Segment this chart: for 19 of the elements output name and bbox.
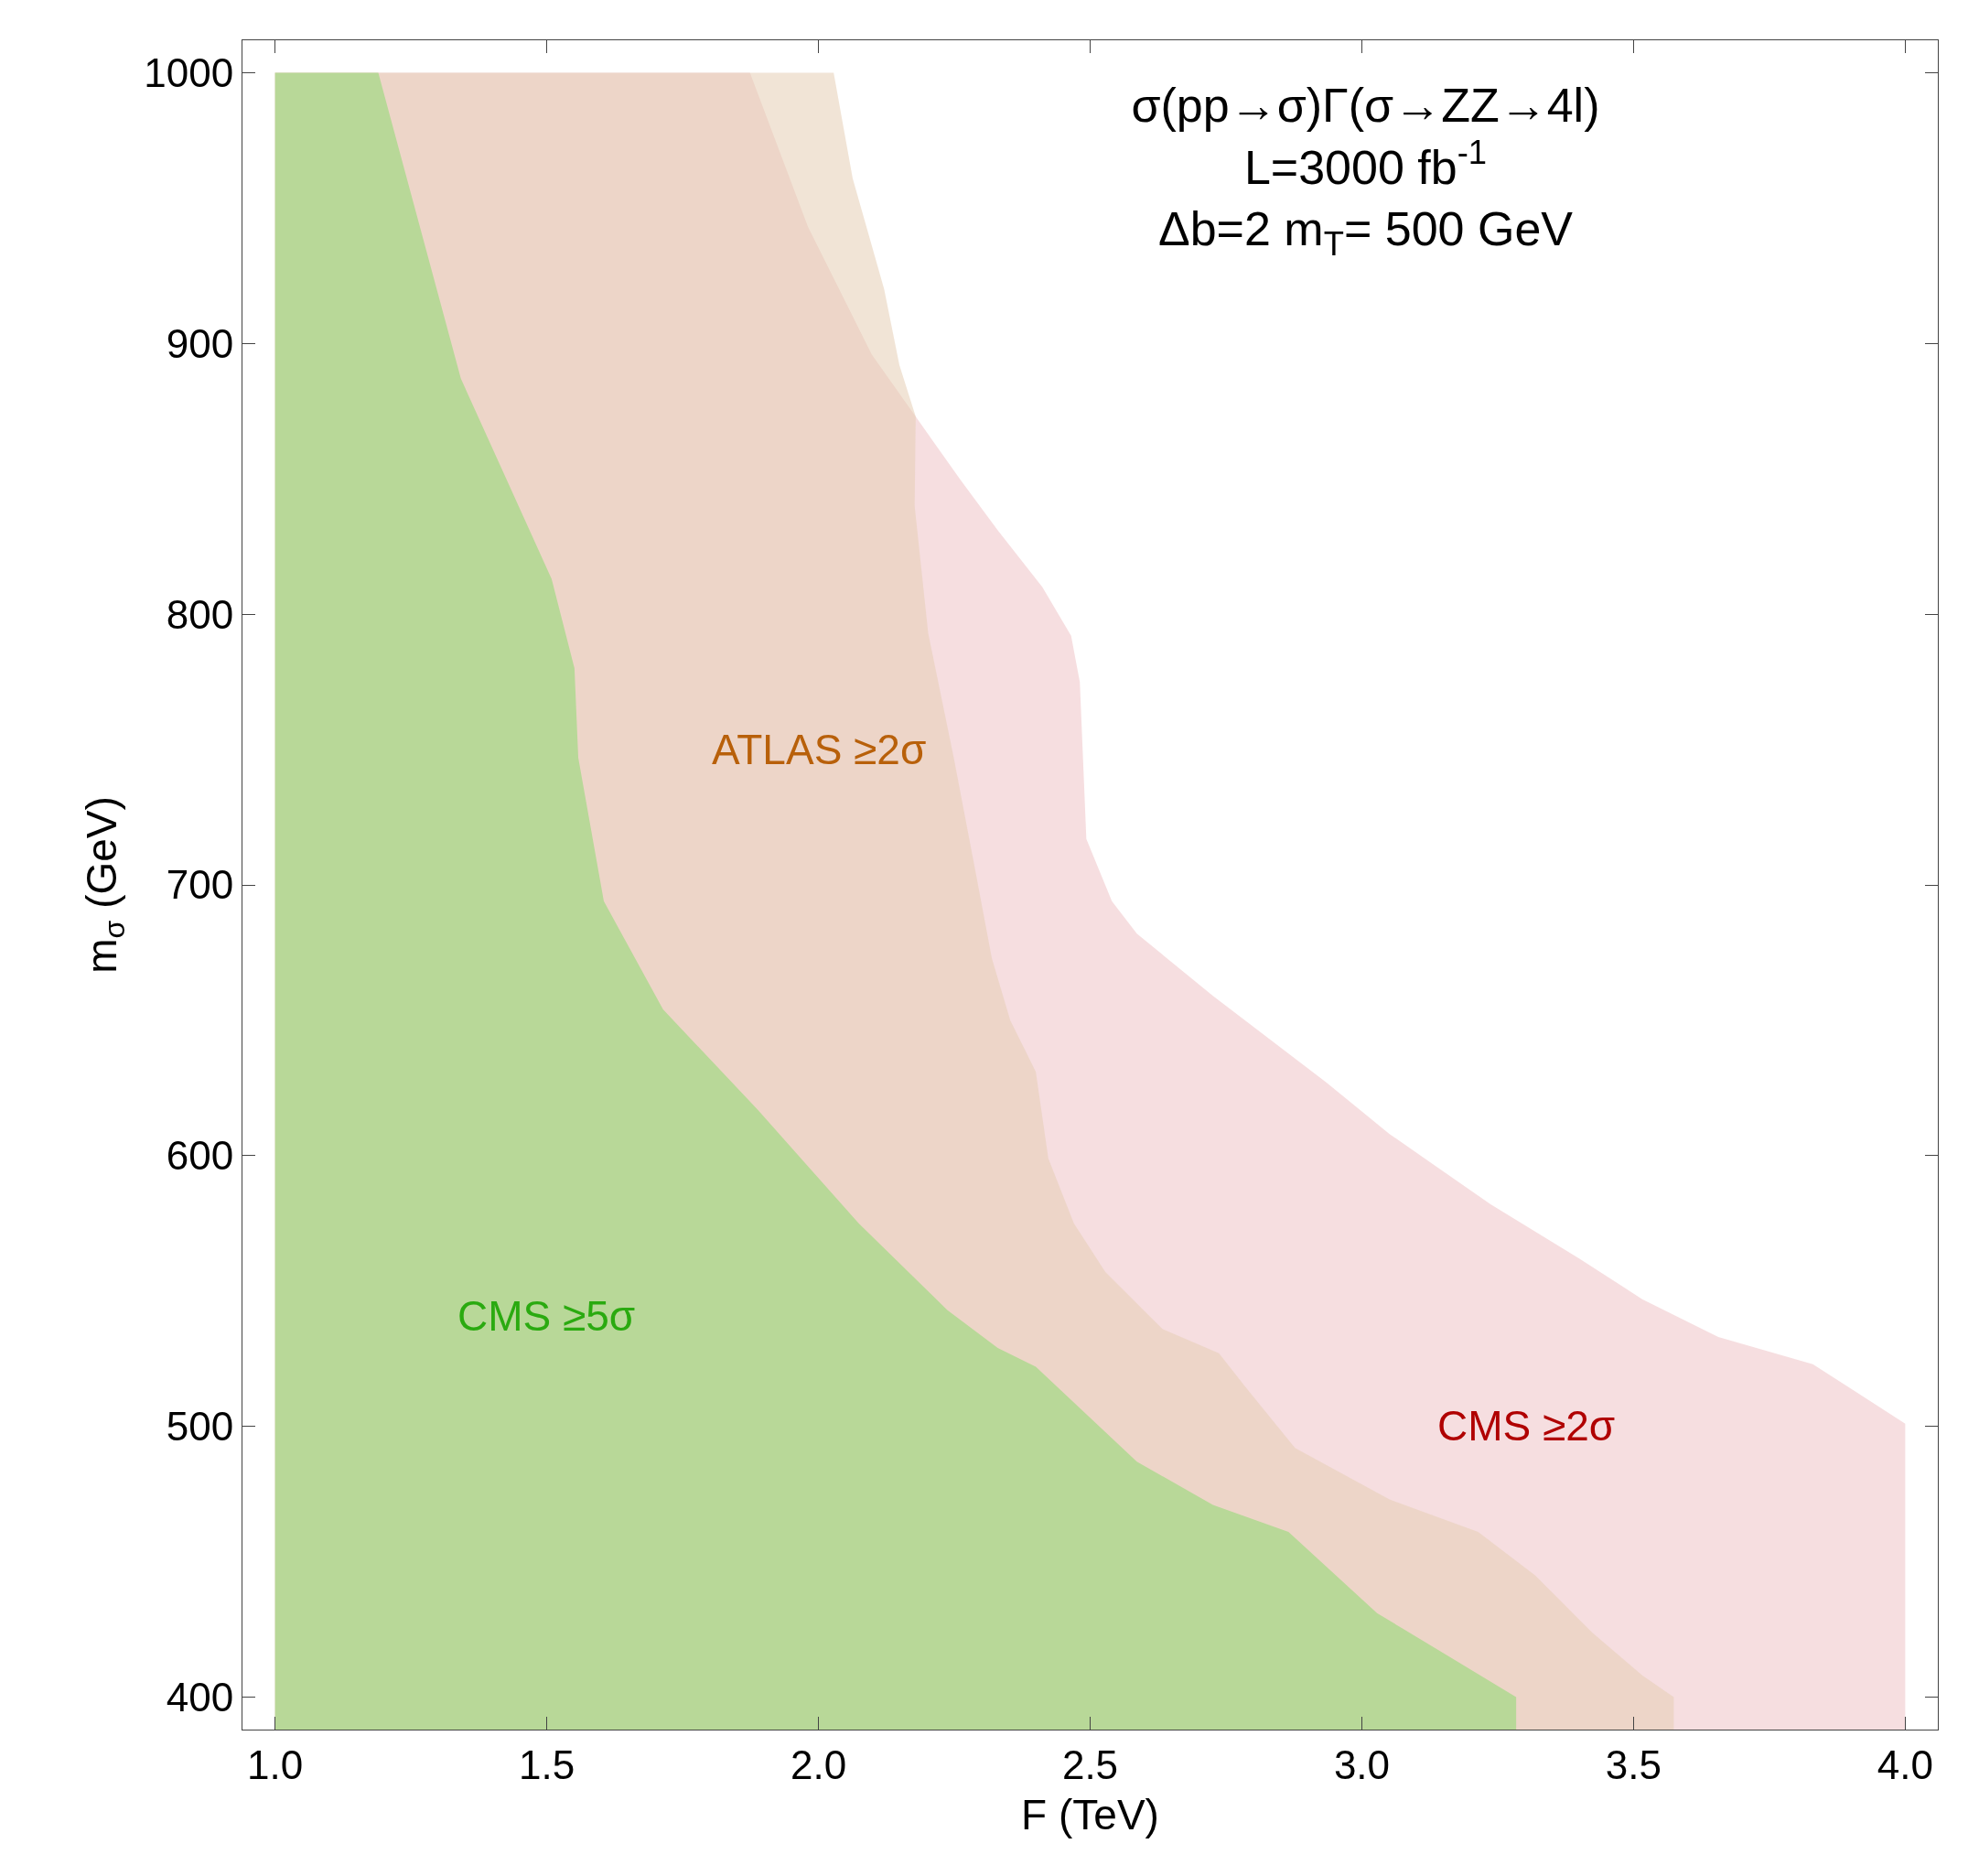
x-axis-title: F (TeV): [1021, 1791, 1159, 1839]
annotation: ATLAS ≥2σ: [712, 726, 927, 773]
x-tick-label: 3.5: [1605, 1741, 1662, 1787]
y-tick-label: 1000: [144, 49, 234, 95]
x-tick-label: 2.5: [1061, 1741, 1119, 1787]
annotation: CMS ≥2σ: [1437, 1402, 1616, 1450]
y-tick-label: 900: [166, 320, 234, 366]
x-tick-label: 3.0: [1333, 1741, 1391, 1787]
x-tick-label: 4.0: [1877, 1741, 1933, 1787]
x-tick-label: 2.0: [790, 1741, 847, 1787]
x-tick-label: 1.0: [247, 1741, 304, 1787]
y-tick-label: 400: [166, 1674, 234, 1720]
y-tick-label: 500: [166, 1404, 234, 1450]
annotation: CMS ≥5σ: [457, 1292, 636, 1340]
x-tick-label: 1.5: [519, 1741, 575, 1787]
y-tick-label: 600: [166, 1133, 234, 1179]
y-tick-label: 800: [166, 591, 234, 637]
y-tick-label: 700: [166, 862, 234, 908]
chart-title: σ(pp→σ)Γ(σ→ZZ→4l) L=3000 fb$^{-1}$ Δb=2 m$_{T}$= 500 GeV: [1131, 79, 1600, 264]
